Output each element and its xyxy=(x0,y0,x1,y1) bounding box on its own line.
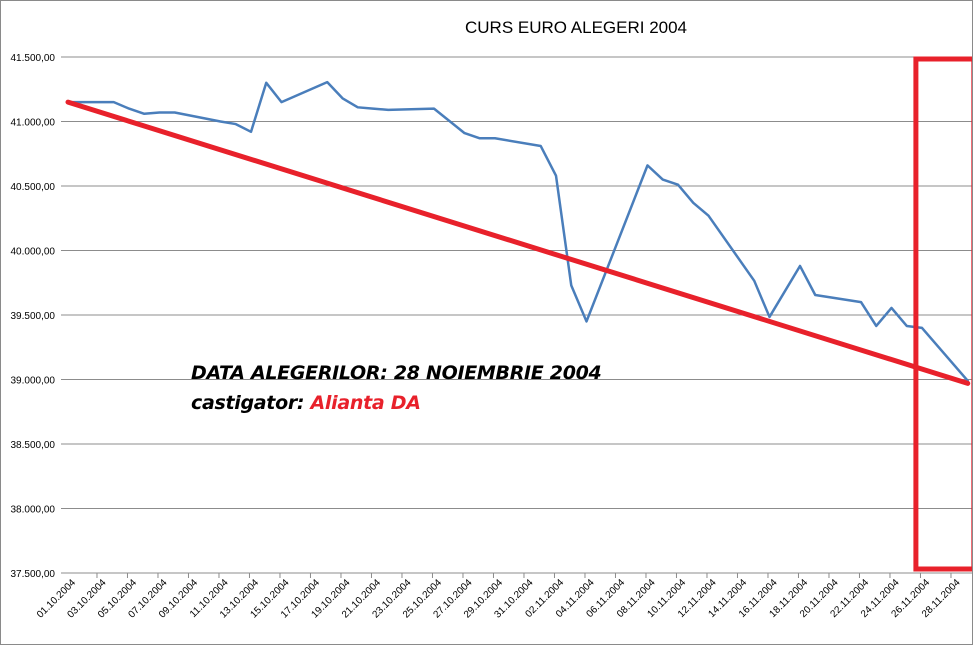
series-lines xyxy=(65,56,972,572)
election-date-annotation: DATA ALEGERILOR: 28 NOIEMBRIE 2004 xyxy=(191,362,602,384)
y-axis-labels: 37.500,00 38.000,00 38.500,00 39.000,00 39.5… xyxy=(11,53,56,580)
y-tick-label: 38.000,00 xyxy=(11,505,56,516)
x-axis: 01.10.200403.10.200405.10.200407.10.2004… xyxy=(35,573,963,621)
chart-title: CURS EURO ALEGERI 2004 xyxy=(465,18,687,37)
euro-rate-line xyxy=(66,80,969,383)
winner-annotation: castigator: Alianta DA xyxy=(191,392,421,414)
winner-label: castigator: xyxy=(191,392,311,414)
y-tick-label: 41.500,00 xyxy=(11,53,56,64)
y-tick-label: 41.000,00 xyxy=(11,118,56,129)
winner-name: Alianta DA xyxy=(310,392,421,414)
y-tick-label: 40.500,00 xyxy=(11,182,56,193)
y-tick-label: 37.500,00 xyxy=(11,569,56,580)
y-tick-label: 39.000,00 xyxy=(11,376,56,387)
gridlines xyxy=(61,56,972,574)
trend-line xyxy=(65,99,971,386)
y-tick-label: 38.500,00 xyxy=(11,440,56,451)
y-tick-label: 40.000,00 xyxy=(11,247,56,258)
y-tick-label: 39.500,00 xyxy=(11,311,56,322)
election-highlight-box xyxy=(913,56,972,572)
